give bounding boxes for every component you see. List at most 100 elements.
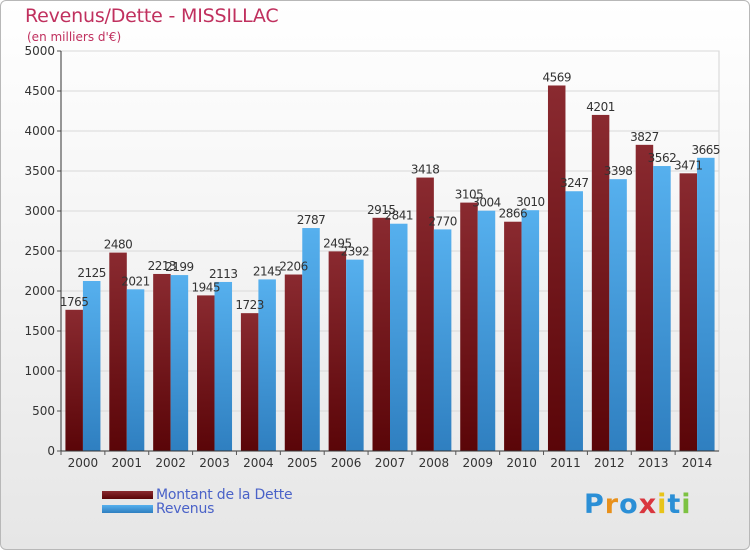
y-tick-label: 3000 — [24, 204, 55, 218]
legend-item-dette: Montant de la Dette — [102, 487, 293, 503]
data-label-dette: 2206 — [279, 260, 308, 274]
data-label-revenus: 2145 — [253, 264, 282, 278]
data-label-revenus: 3665 — [692, 143, 721, 157]
bar-dette — [547, 85, 566, 451]
bar-dette — [109, 252, 127, 451]
bar-dette — [635, 144, 654, 451]
bar-revenus — [170, 275, 189, 451]
logo-letter: P — [584, 489, 605, 520]
bar-revenus — [126, 289, 145, 451]
x-tick-label: 2009 — [462, 456, 493, 470]
bar-revenus — [82, 281, 101, 451]
x-tick-label: 2006 — [331, 456, 362, 470]
x-tick-label: 2001 — [112, 456, 143, 470]
data-label-dette: 2915 — [367, 203, 396, 217]
data-label-revenus: 2113 — [209, 267, 238, 281]
x-tick-label: 2008 — [419, 456, 450, 470]
bar-revenus — [346, 259, 364, 451]
y-tick-label: 2000 — [24, 284, 55, 298]
data-label-revenus: 2021 — [121, 274, 150, 288]
bars-layer — [65, 85, 715, 452]
bar-dette — [153, 273, 171, 451]
data-label-dette: 3471 — [674, 158, 703, 172]
legend-item-revenus: Revenus — [102, 501, 214, 517]
legend-swatch-dette — [102, 491, 153, 499]
bar-dette — [65, 309, 83, 451]
data-label-revenus: 3004 — [472, 196, 501, 210]
chart-title: Revenus/Dette - MISSILLAC — [25, 5, 279, 27]
bar-dette — [460, 202, 478, 451]
data-label-dette: 2480 — [104, 238, 133, 252]
x-tick-label: 2014 — [682, 456, 713, 470]
bar-dette — [504, 221, 522, 451]
y-tick-label: 5000 — [24, 44, 55, 58]
x-tick-label: 2013 — [638, 456, 669, 470]
legend-label-revenus: Revenus — [156, 501, 215, 517]
logo-letter: i — [681, 489, 692, 520]
legend-swatch-revenus — [102, 505, 153, 513]
bar-revenus — [390, 223, 408, 451]
bar-revenus — [521, 210, 540, 451]
x-tick-label: 2004 — [243, 456, 274, 470]
x-tick-label: 2003 — [199, 456, 230, 470]
y-tick-label: 3500 — [24, 164, 55, 178]
data-label-dette: 2213 — [148, 259, 177, 273]
logo-letter: x — [638, 489, 658, 520]
data-label-revenus: 3010 — [516, 195, 545, 209]
data-label-dette: 3418 — [411, 163, 440, 177]
x-tick-label: 2005 — [287, 456, 318, 470]
bar-revenus — [477, 210, 496, 451]
bar-dette — [416, 177, 434, 451]
bar-revenus — [258, 279, 276, 451]
x-tick-label: 2010 — [506, 456, 537, 470]
x-tick-label: 2007 — [375, 456, 406, 470]
data-label-revenus: 3247 — [560, 176, 589, 190]
legend-label-dette: Montant de la Dette — [156, 487, 293, 503]
bar-dette — [591, 114, 610, 452]
x-tick-label: 2000 — [68, 456, 99, 470]
x-tick-label: 2002 — [155, 456, 186, 470]
x-tick-label: 2011 — [550, 456, 581, 470]
bar-revenus — [302, 228, 320, 451]
logo-letter: r — [604, 489, 620, 520]
data-label-dette: 4569 — [542, 70, 571, 84]
y-tick-label: 500 — [32, 404, 55, 418]
data-label-dette: 2495 — [323, 236, 352, 250]
y-tick-label: 4500 — [24, 84, 55, 98]
bar-dette — [240, 313, 259, 451]
data-label-revenus: 2392 — [341, 245, 370, 259]
data-label-dette: 3827 — [630, 130, 659, 144]
bar-dette — [328, 251, 347, 451]
x-tick-label: 2012 — [594, 456, 625, 470]
data-label-revenus: 2787 — [297, 213, 326, 227]
y-tick-label: 4000 — [24, 124, 55, 138]
data-label-dette: 2866 — [499, 207, 528, 221]
data-label-dette: 1723 — [235, 298, 264, 312]
proxiti-logo: Proxiti — [584, 489, 692, 520]
data-label-revenus: 2125 — [77, 266, 106, 280]
bar-dette — [284, 274, 303, 451]
y-tick-label: 2500 — [24, 244, 55, 258]
y-tick-label: 0 — [47, 444, 55, 458]
y-tick-label: 1000 — [24, 364, 55, 378]
bar-dette — [372, 217, 390, 451]
data-label-dette: 1945 — [192, 280, 221, 294]
axis-layer: 0 500 1000 1500 2000 2500 3000 3500 4000 4500 5000… — [24, 44, 719, 470]
y-tick-label: 1500 — [24, 324, 55, 338]
bar-dette — [197, 295, 215, 451]
bar-revenus — [565, 191, 583, 452]
data-label-revenus: 3562 — [648, 151, 677, 165]
bar-revenus — [609, 179, 627, 451]
logo-letter: o — [619, 489, 639, 520]
data-label-dette: 1765 — [60, 295, 89, 309]
data-label-dette: 3105 — [455, 188, 484, 202]
data-label-revenus: 2770 — [428, 214, 457, 228]
data-label-revenus: 2841 — [384, 209, 413, 223]
logo-letter: t — [667, 489, 682, 520]
bar-dette — [679, 173, 698, 451]
logo-letter: i — [657, 489, 668, 520]
data-label-dette: 4201 — [586, 100, 615, 114]
